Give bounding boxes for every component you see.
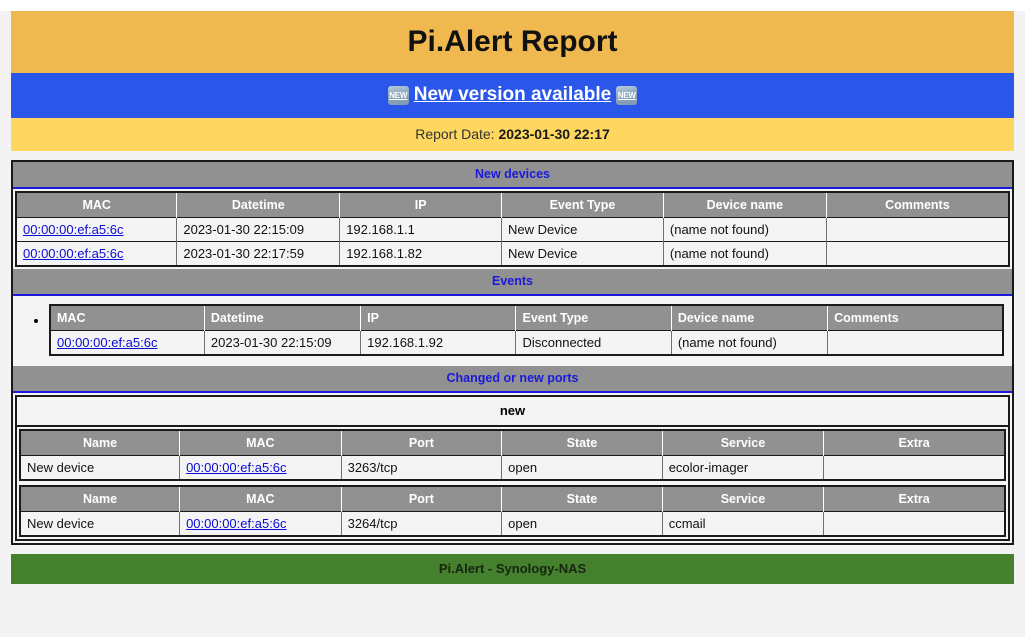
- column-header-datetime: Datetime: [176, 192, 341, 218]
- cell-mac: 00:00:00:ef:a5:6c: [16, 241, 178, 266]
- cell-name: New device: [20, 511, 181, 536]
- column-header-mac: MAC: [50, 305, 205, 331]
- column-header-extra: Extra: [823, 486, 1005, 512]
- cell-state: open: [501, 511, 663, 536]
- table-row: 00:00:00:ef:a5:6c 2023-01-30 22:15:09 19…: [50, 330, 1003, 355]
- ports-table-1: Name MAC Port State Service Extra: [19, 429, 1006, 481]
- column-header-datetime: Datetime: [204, 305, 362, 331]
- list-item: MAC Datetime IP Event Type Device name C…: [49, 304, 1004, 356]
- table-header-row: Name MAC Port State Service Extra: [20, 430, 1005, 456]
- ports-group-label: new: [17, 397, 1008, 427]
- column-header-event-type: Event Type: [501, 192, 664, 218]
- section-title-events: Events: [13, 269, 1012, 296]
- section-body-new-devices: MAC Datetime IP Event Type Device name C…: [13, 188, 1012, 269]
- report-footer: Pi.Alert - Synology-NAS: [11, 554, 1014, 584]
- cell-comments: [826, 217, 1009, 242]
- cell-datetime: 2023-01-30 22:17:59: [176, 241, 341, 266]
- section-header-events: Events: [13, 269, 1012, 296]
- cell-ip: 192.168.1.1: [339, 217, 503, 242]
- cell-extra: [823, 455, 1005, 480]
- cell-datetime: 2023-01-30 22:15:09: [204, 330, 362, 355]
- section-body-ports: new Name: [13, 392, 1012, 543]
- column-header-mac: MAC: [179, 486, 342, 512]
- report-content: New devices MAC: [11, 160, 1014, 545]
- column-header-service: Service: [662, 486, 825, 512]
- table-row: 00:00:00:ef:a5:6c 2023-01-30 22:17:59 19…: [16, 241, 1009, 266]
- mac-link[interactable]: 00:00:00:ef:a5:6c: [186, 516, 287, 531]
- cell-mac: 00:00:00:ef:a5:6c: [16, 217, 178, 242]
- section-header-ports: Changed or new ports: [13, 366, 1012, 393]
- events-table: MAC Datetime IP Event Type Device name C…: [49, 304, 1004, 356]
- report-date-label: Report Date:: [415, 126, 495, 142]
- column-header-event-type: Event Type: [515, 305, 672, 331]
- column-header-state: State: [501, 486, 663, 512]
- column-header-name: Name: [20, 486, 181, 512]
- mac-link[interactable]: 00:00:00:ef:a5:6c: [186, 460, 287, 475]
- cell-device-name: (name not found): [663, 241, 827, 266]
- sections-table: New devices MAC: [13, 162, 1012, 543]
- column-header-port: Port: [341, 486, 503, 512]
- column-header-device-name: Device name: [663, 192, 827, 218]
- cell-mac: 00:00:00:ef:a5:6c: [179, 511, 342, 536]
- cell-device-name: (name not found): [671, 330, 829, 355]
- column-header-ip: IP: [360, 305, 517, 331]
- cell-comments: [827, 330, 1003, 355]
- cell-ip: 192.168.1.92: [360, 330, 517, 355]
- mac-link[interactable]: 00:00:00:ef:a5:6c: [23, 246, 124, 261]
- report-date-value: 2023-01-30 22:17: [498, 126, 610, 142]
- cell-comments: [826, 241, 1009, 266]
- cell-mac: 00:00:00:ef:a5:6c: [179, 455, 342, 480]
- table-header-row: MAC Datetime IP Event Type Device name C…: [50, 305, 1003, 331]
- section-body-events: MAC Datetime IP Event Type Device name C…: [13, 295, 1012, 366]
- new-version-banner: NEW New version available NEW: [11, 73, 1014, 118]
- cell-ip: 192.168.1.82: [339, 241, 503, 266]
- cell-mac: 00:00:00:ef:a5:6c: [50, 330, 205, 355]
- ports-table-2: Name MAC Port State Service Extra: [19, 485, 1006, 537]
- report-date-bar: Report Date: 2023-01-30 22:17: [11, 118, 1014, 151]
- column-header-ip: IP: [339, 192, 503, 218]
- mac-link[interactable]: 00:00:00:ef:a5:6c: [57, 335, 158, 350]
- cell-port: 3264/tcp: [341, 511, 503, 536]
- section-header-new-devices: New devices: [13, 162, 1012, 189]
- table-header-row: MAC Datetime IP Event Type Device name C…: [16, 192, 1009, 218]
- column-header-comments: Comments: [826, 192, 1009, 218]
- cell-state: open: [501, 455, 663, 480]
- report-page: Pi.Alert Report NEW New version availabl…: [0, 11, 1025, 637]
- cell-event-type: New Device: [501, 241, 664, 266]
- cell-name: New device: [20, 455, 181, 480]
- mac-link[interactable]: 00:00:00:ef:a5:6c: [23, 222, 124, 237]
- new-badge-icon-right: NEW: [616, 85, 638, 105]
- column-header-service: Service: [662, 430, 825, 456]
- new-version-label: New version available: [413, 84, 612, 105]
- table-header-row: Name MAC Port State Service Extra: [20, 486, 1005, 512]
- events-list: MAC Datetime IP Event Type Device name C…: [15, 304, 1010, 356]
- section-title-new-devices: New devices: [13, 162, 1012, 189]
- cell-extra: [823, 511, 1005, 536]
- cell-device-name: (name not found): [663, 217, 827, 242]
- ports-group: new Name: [15, 395, 1010, 541]
- column-header-mac: MAC: [16, 192, 178, 218]
- cell-port: 3263/tcp: [341, 455, 503, 480]
- page-title: Pi.Alert Report: [407, 25, 618, 58]
- column-header-port: Port: [341, 430, 503, 456]
- report-title-bar: Pi.Alert Report: [11, 11, 1014, 73]
- cell-service: ecolor-imager: [662, 455, 825, 480]
- cell-event-type: New Device: [501, 217, 664, 242]
- cell-event-type: Disconnected: [515, 330, 672, 355]
- section-title-ports: Changed or new ports: [13, 366, 1012, 393]
- column-header-mac: MAC: [179, 430, 342, 456]
- table-row: New device 00:00:00:ef:a5:6c 3263/tcp op…: [20, 455, 1005, 480]
- new-badge-icon-left: NEW: [387, 85, 409, 105]
- column-header-extra: Extra: [823, 430, 1005, 456]
- new-version-link[interactable]: NEW New version available NEW: [387, 84, 638, 106]
- column-header-state: State: [501, 430, 663, 456]
- cell-service: ccmail: [662, 511, 825, 536]
- table-row: 00:00:00:ef:a5:6c 2023-01-30 22:15:09 19…: [16, 217, 1009, 242]
- column-header-comments: Comments: [827, 305, 1003, 331]
- new-devices-table: MAC Datetime IP Event Type Device name C…: [15, 191, 1010, 267]
- column-header-device-name: Device name: [671, 305, 829, 331]
- column-header-name: Name: [20, 430, 181, 456]
- cell-datetime: 2023-01-30 22:15:09: [176, 217, 341, 242]
- table-row: New device 00:00:00:ef:a5:6c 3264/tcp op…: [20, 511, 1005, 536]
